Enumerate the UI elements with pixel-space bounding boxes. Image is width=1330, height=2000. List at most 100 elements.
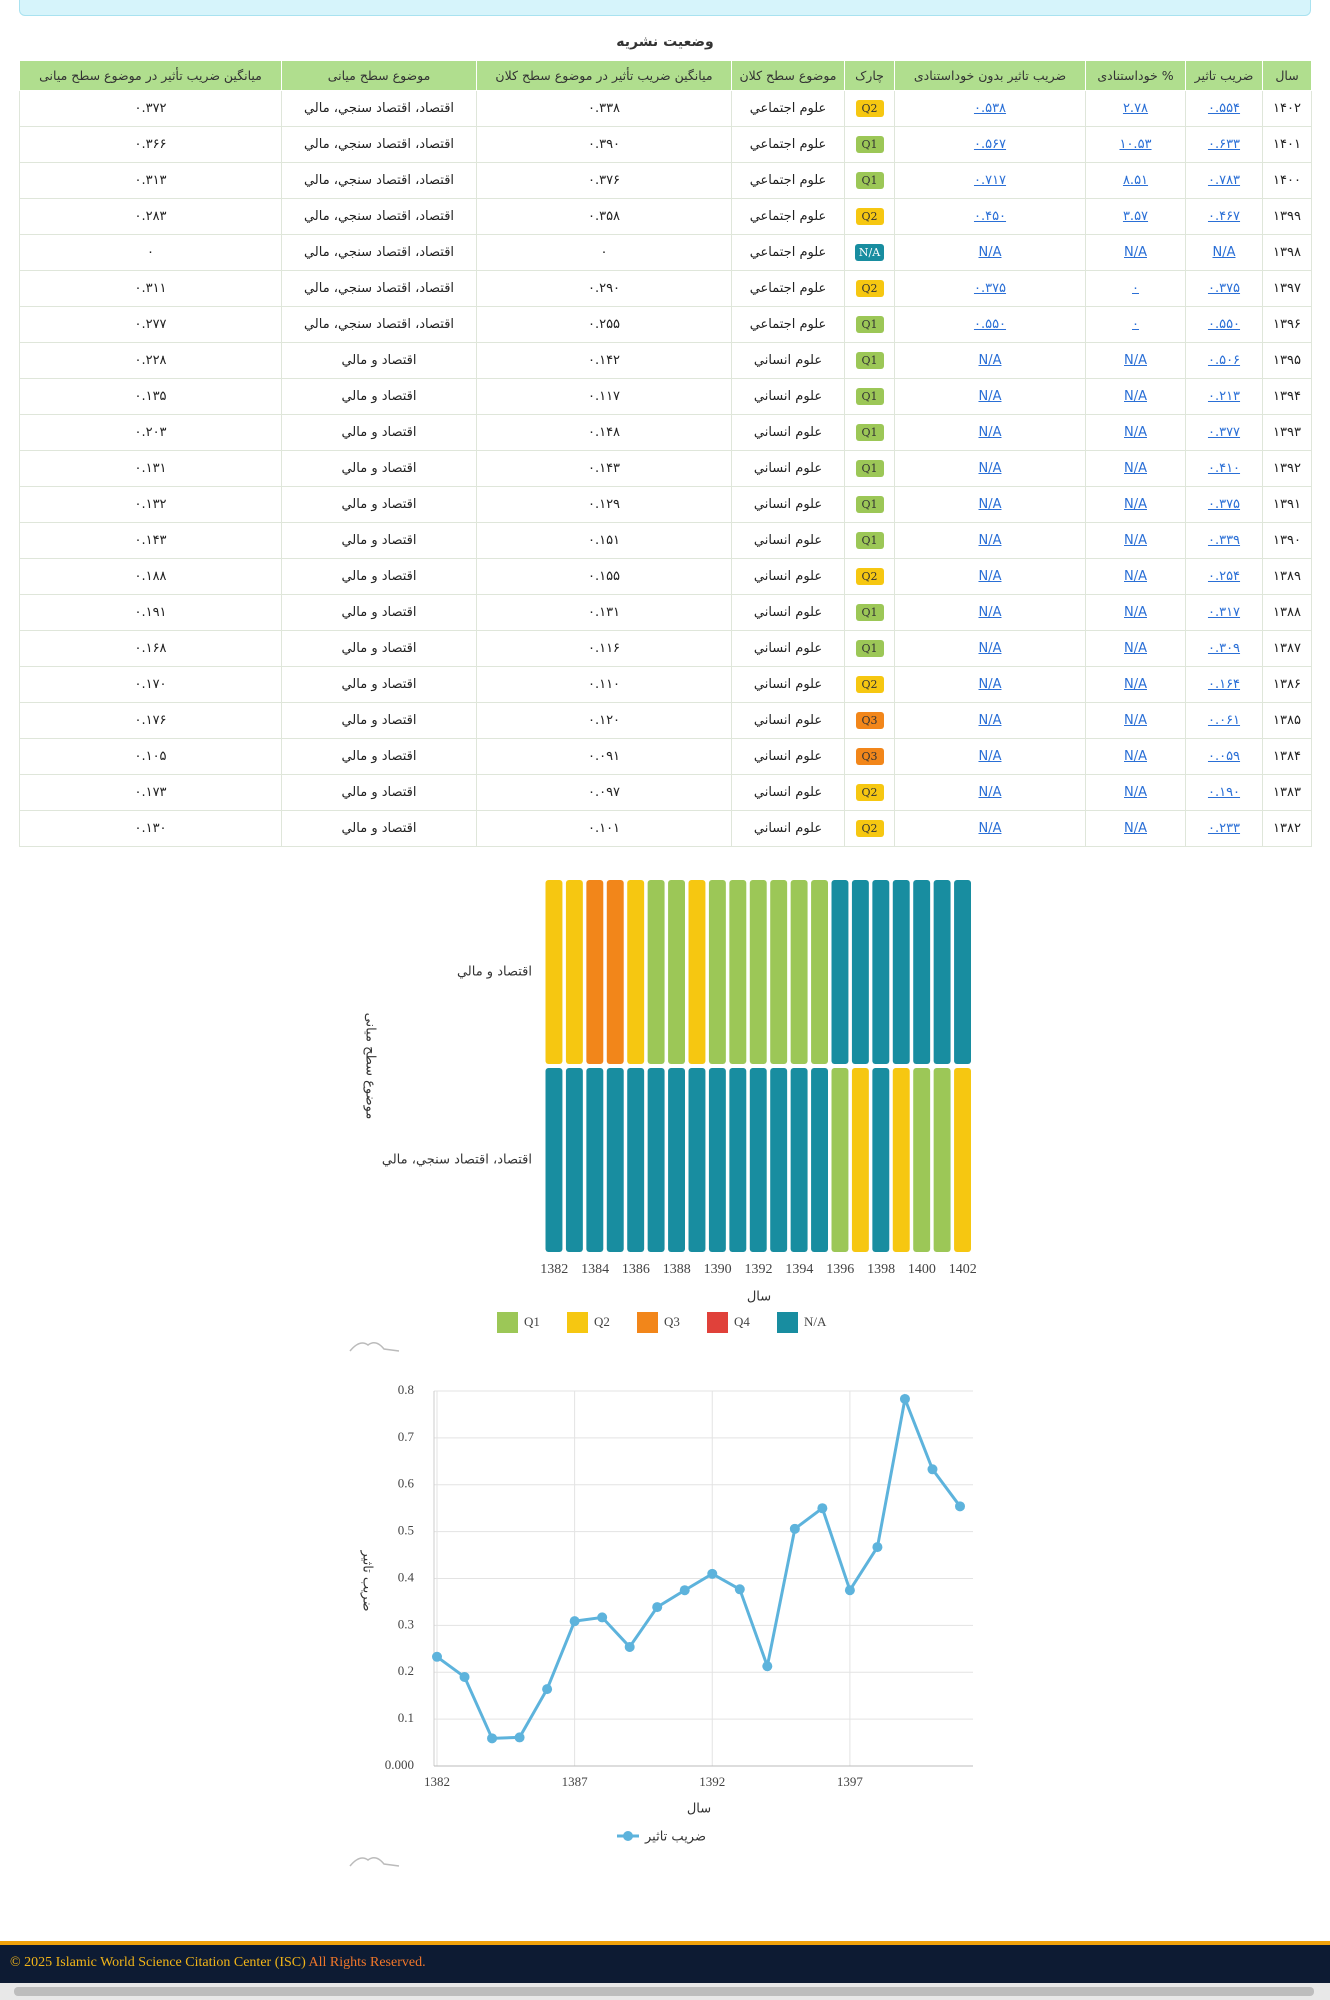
cell: N/A bbox=[1085, 666, 1186, 703]
value-link[interactable]: N/A bbox=[1124, 785, 1147, 800]
value-link[interactable]: ۰.۳۱۷ bbox=[1207, 605, 1241, 620]
value-link[interactable]: N/A bbox=[978, 785, 1002, 800]
value-link[interactable]: ۰.۳۷۵ bbox=[1207, 497, 1241, 512]
quartile-badge: N/A bbox=[854, 244, 885, 261]
value-link[interactable]: ۰.۳۷۵ bbox=[1207, 281, 1241, 296]
value-link[interactable]: N/A bbox=[1124, 749, 1147, 764]
value-link[interactable]: ۲.۷۸ bbox=[1122, 101, 1149, 116]
value-link[interactable]: ۰.۰۵۹ bbox=[1207, 749, 1241, 764]
value-link[interactable]: ۰.۳۷۵ bbox=[973, 281, 1007, 296]
x-tick-label: 1388 bbox=[663, 1262, 691, 1277]
heat-cell bbox=[811, 880, 828, 1064]
value-link[interactable]: N/A bbox=[978, 641, 1002, 656]
value-link[interactable]: N/A bbox=[978, 821, 1002, 836]
heat-cell bbox=[851, 880, 869, 1064]
value-link[interactable]: ۰ bbox=[1132, 317, 1139, 332]
value-link[interactable]: N/A bbox=[1124, 353, 1147, 368]
value-link[interactable]: ۰.۷۱۷ bbox=[973, 173, 1007, 188]
x-tick-label: 1386 bbox=[622, 1262, 650, 1277]
cell: ۰ bbox=[1085, 270, 1186, 307]
value-link[interactable]: N/A bbox=[978, 461, 1002, 476]
value-link[interactable]: ۰.۲۳۳ bbox=[1207, 821, 1241, 836]
value-link[interactable]: ۰.۴۱۰ bbox=[1207, 461, 1241, 476]
quartile-badge: Q2 bbox=[855, 280, 884, 297]
value-link[interactable]: N/A bbox=[978, 245, 1002, 260]
value-link[interactable]: ۰.۴۶۷ bbox=[1207, 209, 1241, 224]
x-axis-title: سال bbox=[687, 1802, 711, 1817]
value-link[interactable]: N/A bbox=[1124, 245, 1147, 260]
value-link[interactable]: ۰.۵۳۸ bbox=[973, 101, 1007, 116]
value-link[interactable]: ۰.۱۹۰ bbox=[1207, 785, 1241, 800]
value-link[interactable]: N/A bbox=[1124, 677, 1147, 692]
cell: اقتصاد و مالي bbox=[281, 738, 477, 775]
value-link[interactable]: ۳.۵۷ bbox=[1122, 209, 1149, 224]
value-link[interactable]: ۰.۴۵۰ bbox=[973, 209, 1007, 224]
cell: Q2 bbox=[844, 90, 895, 127]
value-link[interactable]: ۰.۳۰۹ bbox=[1207, 641, 1241, 656]
value-link[interactable]: N/A bbox=[1124, 713, 1147, 728]
value-link[interactable]: N/A bbox=[1212, 245, 1236, 260]
value-link[interactable]: N/A bbox=[1124, 389, 1147, 404]
value-link[interactable]: ۰.۶۳۳ bbox=[1207, 137, 1241, 152]
scroll-thumb[interactable] bbox=[14, 1987, 1314, 1996]
value-link[interactable]: ۰.۵۵۴ bbox=[1207, 101, 1241, 116]
value-link[interactable]: ۰.۵۶۷ bbox=[973, 137, 1007, 152]
value-link[interactable]: N/A bbox=[978, 605, 1002, 620]
table-row: ۱۴۰۲ ۰.۵۵۴ ۲.۷۸ ۰.۵۳۸ Q2 علوم اجتماعي ۰.۳۳۸ اقت… bbox=[19, 90, 1312, 127]
value-link[interactable]: N/A bbox=[1124, 821, 1147, 836]
point bbox=[542, 1684, 553, 1695]
heat-cell bbox=[606, 1068, 624, 1252]
cell: ۰.۱۹۰ bbox=[1185, 774, 1263, 811]
cell: علوم انساني bbox=[731, 666, 845, 703]
value-link[interactable]: N/A bbox=[1124, 533, 1147, 548]
cell: ۰.۱۲۰ bbox=[476, 702, 732, 739]
value-link[interactable]: N/A bbox=[1124, 461, 1147, 476]
cell: ۱۰.۵۳ bbox=[1085, 126, 1186, 163]
heat-cell bbox=[708, 880, 726, 1064]
value-link[interactable]: ۰.۷۸۳ bbox=[1207, 173, 1241, 188]
x-tick-label: 1382 bbox=[424, 1774, 450, 1789]
value-link[interactable]: ۰.۵۵۰ bbox=[1207, 317, 1241, 332]
value-link[interactable]: ۰.۵۰۶ bbox=[1207, 353, 1241, 368]
value-link[interactable]: N/A bbox=[978, 569, 1002, 584]
value-link[interactable]: ۰.۳۳۹ bbox=[1207, 533, 1241, 548]
value-link[interactable]: N/A bbox=[1124, 425, 1147, 440]
quartile-badge: Q2 bbox=[855, 820, 884, 837]
heat-cell bbox=[729, 1068, 747, 1252]
heat-cell bbox=[647, 1068, 665, 1252]
value-link[interactable]: ۰.۰۶۱ bbox=[1207, 713, 1241, 728]
value-link[interactable]: N/A bbox=[978, 749, 1002, 764]
value-link[interactable]: N/A bbox=[978, 425, 1002, 440]
value-link[interactable]: N/A bbox=[1124, 497, 1147, 512]
cell: ۰.۱۸۸ bbox=[19, 558, 282, 595]
x-tick-label: 1394 bbox=[785, 1262, 813, 1277]
quartile-badge: Q2 bbox=[855, 676, 884, 693]
value-link[interactable]: N/A bbox=[978, 389, 1002, 404]
value-link[interactable]: N/A bbox=[1124, 605, 1147, 620]
value-link[interactable]: N/A bbox=[978, 497, 1002, 512]
value-link[interactable]: ۰.۵۵۰ bbox=[973, 317, 1007, 332]
value-link[interactable]: N/A bbox=[978, 677, 1002, 692]
value-link[interactable]: N/A bbox=[978, 533, 1002, 548]
value-link[interactable]: N/A bbox=[1124, 641, 1147, 656]
value-link[interactable]: ۰ bbox=[1132, 281, 1139, 296]
value-link[interactable]: ۸.۵۱ bbox=[1122, 173, 1149, 188]
value-link[interactable]: N/A bbox=[978, 713, 1002, 728]
cell: ۳.۵۷ bbox=[1085, 198, 1186, 235]
x-tick-label: 1387 bbox=[562, 1774, 589, 1789]
value-link[interactable]: N/A bbox=[1124, 569, 1147, 584]
x-tick-label: 1402 bbox=[949, 1262, 977, 1277]
value-link[interactable]: N/A bbox=[978, 353, 1002, 368]
column-header: چارک bbox=[844, 60, 895, 91]
value-link[interactable]: ۰.۲۵۴ bbox=[1207, 569, 1241, 584]
cell: اقتصاد و مالي bbox=[281, 594, 477, 631]
table-row: ۱۴۰۱ ۰.۶۳۳ ۱۰.۵۳ ۰.۵۶۷ Q1 علوم اجتماعي ۰.۳۹۰ اق… bbox=[19, 126, 1312, 163]
cell: ۰.۱۰۱ bbox=[476, 810, 732, 847]
heat-cell bbox=[913, 1068, 931, 1252]
value-link[interactable]: ۰.۳۷۷ bbox=[1207, 425, 1241, 440]
value-link[interactable]: ۰.۲۱۳ bbox=[1207, 389, 1241, 404]
value-link[interactable]: ۱۰.۵۳ bbox=[1119, 137, 1152, 152]
value-link[interactable]: ۰.۱۶۴ bbox=[1207, 677, 1241, 692]
point bbox=[707, 1568, 718, 1579]
point bbox=[817, 1503, 828, 1514]
